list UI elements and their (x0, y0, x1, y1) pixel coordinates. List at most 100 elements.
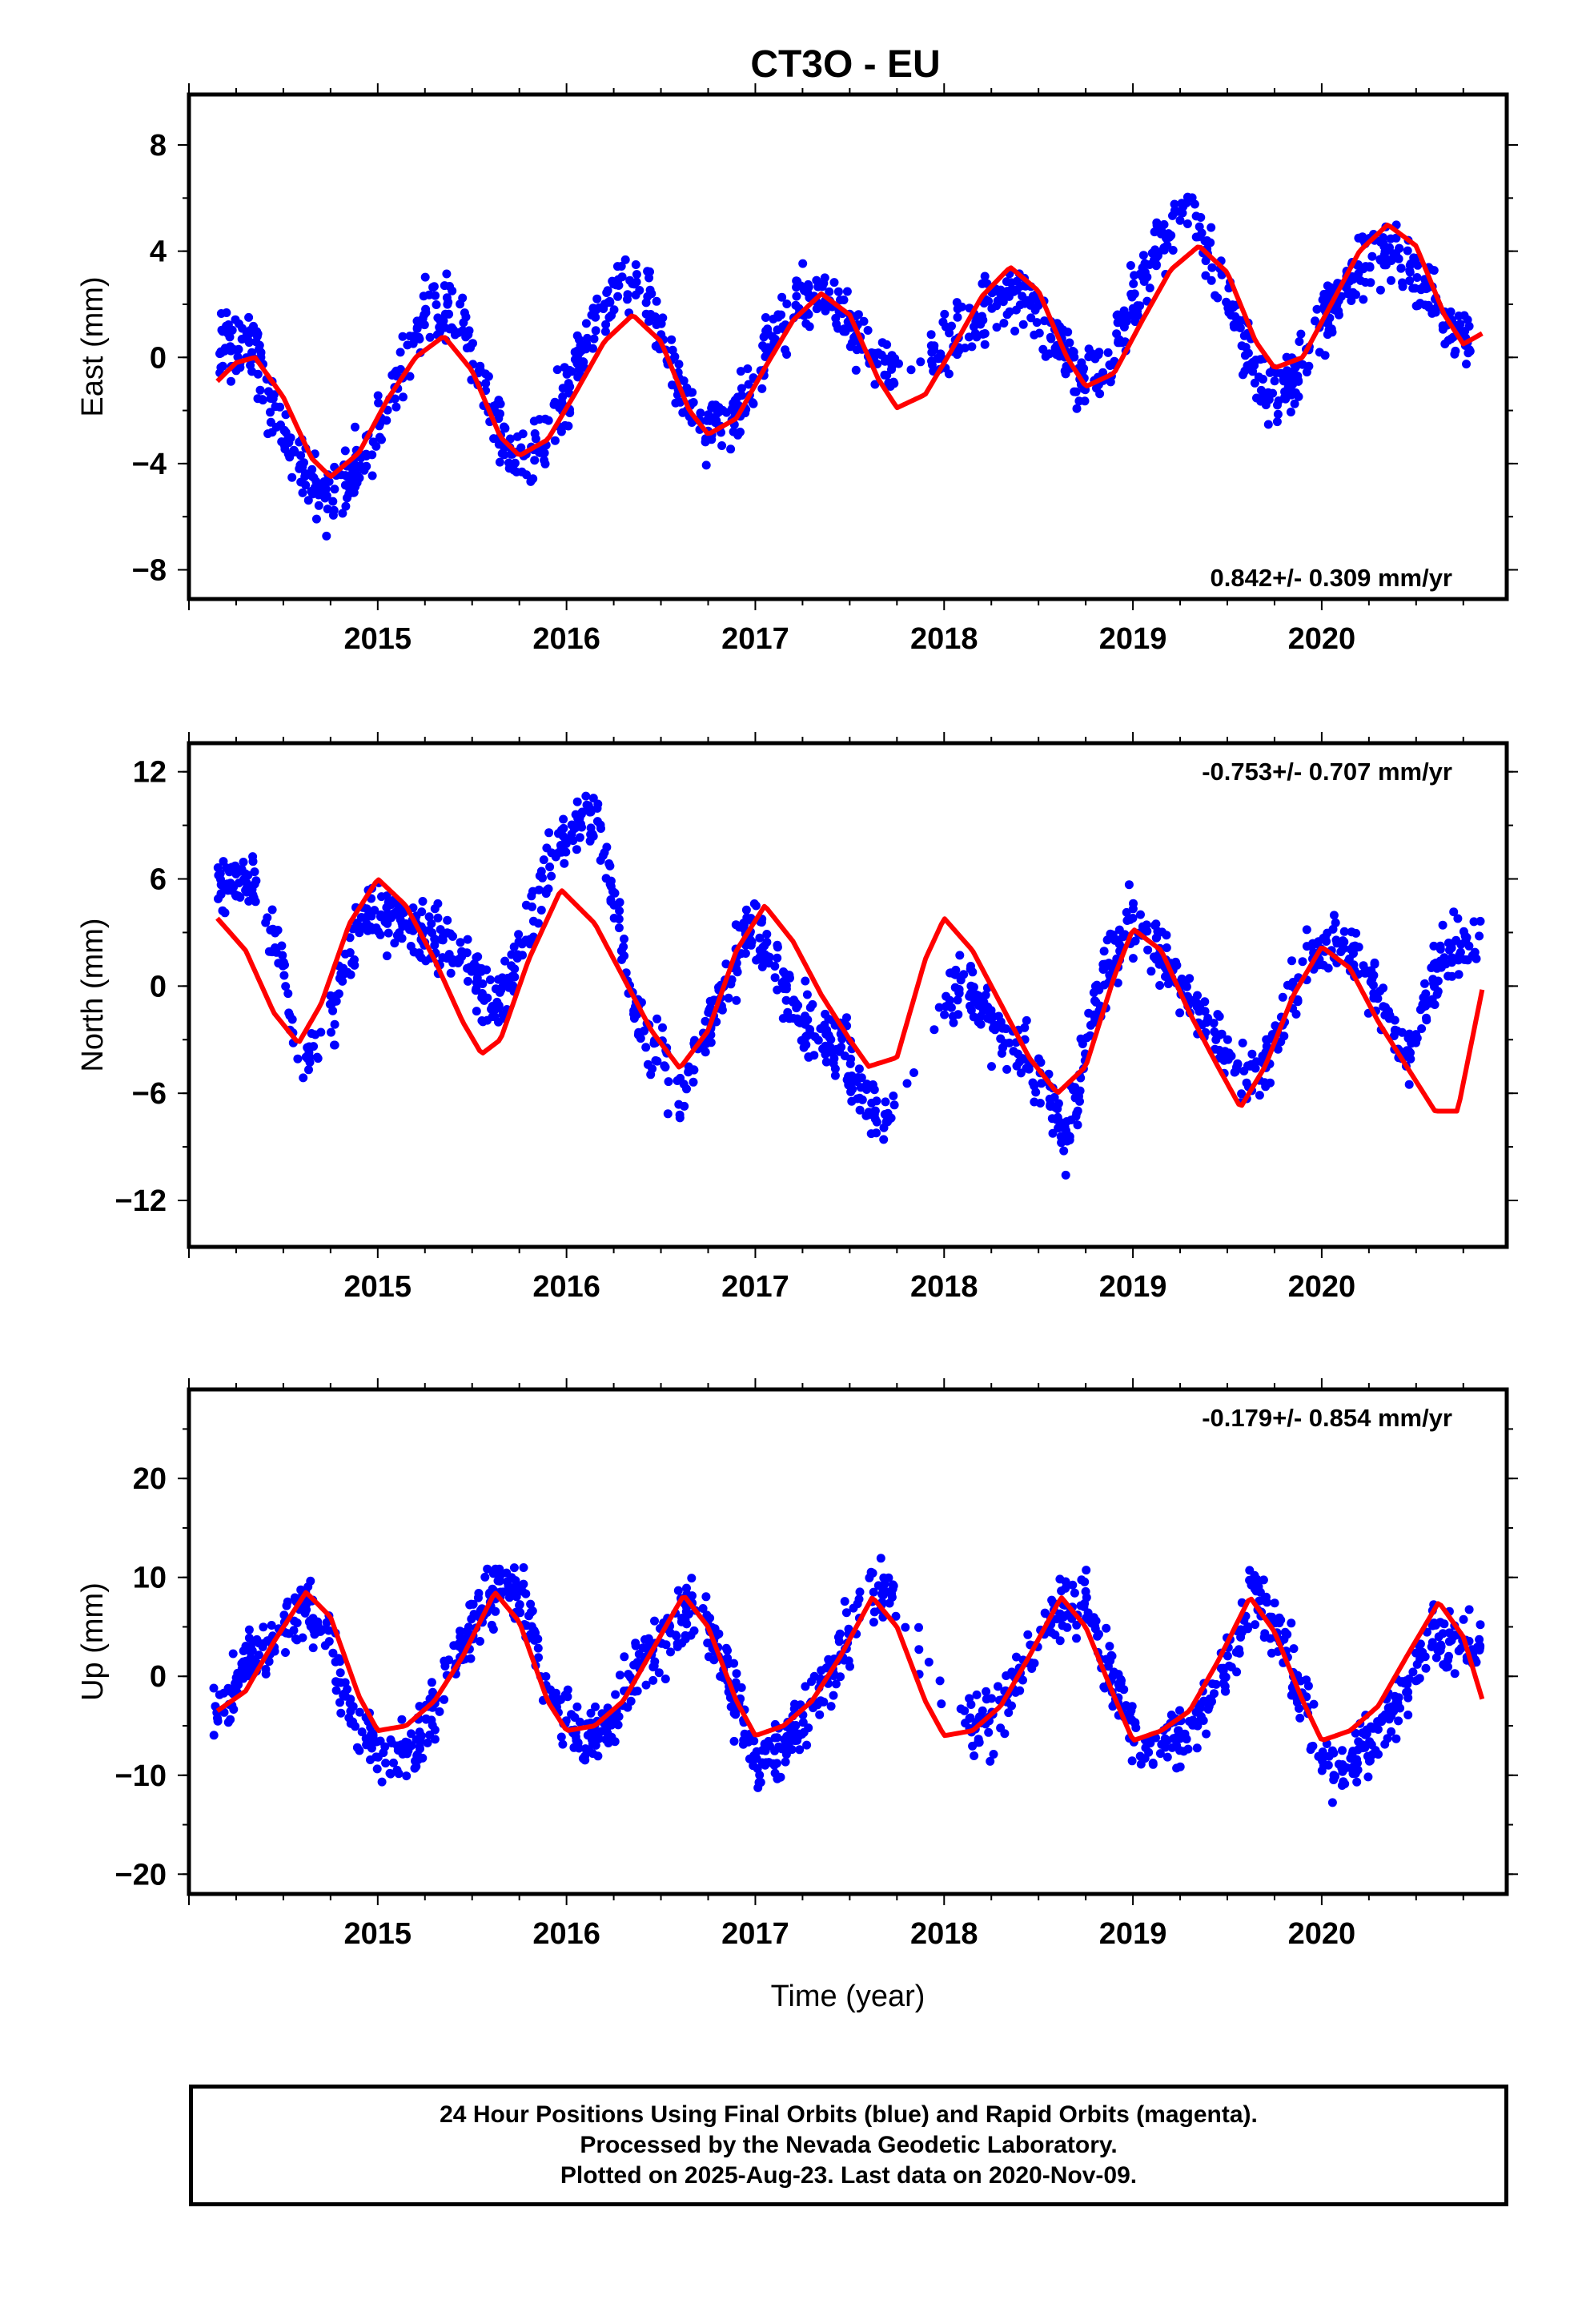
up-data-point (885, 1598, 894, 1608)
east-data-point (612, 280, 621, 290)
up-data-point (620, 1652, 629, 1662)
north-data-point (600, 848, 609, 858)
up-data-point (1055, 1614, 1065, 1623)
east-data-point (813, 282, 823, 292)
east-data-point (1094, 350, 1103, 360)
up-data-point (982, 1695, 991, 1704)
east-data-point (244, 337, 254, 347)
up-data-point (648, 1675, 658, 1685)
east-data-point (957, 302, 966, 312)
east-data-point (280, 444, 290, 454)
north-data-point (1379, 983, 1388, 993)
north-data-point (988, 1023, 998, 1033)
north-data-point (966, 1006, 976, 1015)
up-data-point (418, 1753, 428, 1763)
north-data-point (249, 893, 259, 903)
east-data-point (1366, 278, 1375, 287)
up-data-point (1107, 1672, 1117, 1682)
east-data-point (1046, 334, 1056, 344)
up-data-point (379, 1748, 388, 1758)
north-data-point (494, 1001, 504, 1011)
east-data-point (859, 316, 869, 326)
east-data-point (644, 310, 653, 320)
up-y-tick-label: 10 (133, 1562, 167, 1595)
east-x-tick-label: 2020 (1288, 622, 1356, 656)
east-data-point (1026, 313, 1036, 323)
up-data-point (821, 1663, 831, 1673)
up-data-point (466, 1654, 476, 1663)
up-data-point (348, 1702, 358, 1711)
north-data-point (1130, 936, 1140, 946)
north-data-point (1084, 1008, 1094, 1018)
east-data-point (560, 363, 569, 372)
east-data-point (1150, 245, 1160, 255)
north-data-point (367, 911, 376, 921)
up-data-point (1391, 1734, 1401, 1743)
up-y-axis-title: Up (mm) (76, 1582, 110, 1701)
up-data-point (673, 1586, 683, 1595)
east-data-point (491, 408, 500, 417)
north-data-point (840, 1051, 849, 1060)
up-data-point (1459, 1614, 1468, 1624)
north-data-point (689, 1065, 698, 1075)
east-data-point (564, 421, 573, 431)
north-data-point (299, 1073, 308, 1083)
up-data-point (723, 1646, 732, 1655)
east-data-point (244, 328, 254, 337)
north-data-point (552, 849, 562, 858)
east-data-point (782, 300, 792, 308)
up-data-point (1403, 1693, 1413, 1703)
up-data-point (1175, 1762, 1185, 1771)
up-model-fit-line (215, 1590, 1485, 1743)
up-data-point (573, 1738, 583, 1747)
north-data-point (582, 800, 592, 810)
north-data-point (1143, 945, 1153, 955)
up-data-point (381, 1759, 391, 1768)
up-data-point (336, 1708, 346, 1718)
east-data-point (1256, 396, 1266, 406)
north-data-point (1346, 944, 1355, 954)
east-data-point (227, 376, 235, 386)
north-data-point (1255, 1091, 1264, 1100)
north-data-point (959, 970, 969, 979)
east-data-point (1012, 285, 1022, 295)
north-x-tick-label: 2017 (721, 1270, 789, 1304)
east-data-point (972, 332, 982, 341)
up-data-point (855, 1587, 865, 1597)
north-data-point (1455, 951, 1464, 960)
up-data-point (1427, 1638, 1437, 1647)
east-data-point (792, 276, 801, 286)
north-data-point (1245, 1061, 1255, 1071)
east-data-point (249, 321, 258, 331)
up-data-point (519, 1563, 528, 1572)
east-data-point (980, 329, 990, 338)
north-data-point (1066, 1116, 1076, 1124)
east-data-point (763, 324, 773, 334)
east-data-point (244, 312, 254, 322)
up-data-point (1082, 1566, 1091, 1575)
up-data-point (752, 1747, 761, 1756)
east-data-point (641, 298, 651, 308)
north-data-point (586, 830, 596, 839)
east-data-point (833, 287, 843, 296)
east-data-point (927, 360, 937, 370)
east-data-point (1002, 277, 1011, 287)
up-data-point (259, 1638, 268, 1648)
north-data-point (1419, 993, 1428, 1003)
east-data-point (1412, 273, 1422, 282)
north-data-point (293, 1054, 303, 1063)
east-data-point (540, 459, 550, 468)
east-y-tick-label: 4 (150, 235, 167, 269)
north-data-point (586, 823, 596, 833)
up-data-point (974, 1735, 983, 1744)
east-data-point (500, 450, 509, 460)
north-data-point (1054, 1099, 1063, 1108)
east-data-point (1182, 192, 1192, 202)
north-data-point (1155, 981, 1165, 990)
up-data-point (701, 1592, 711, 1602)
east-data-point (279, 426, 289, 436)
east-data-point (399, 392, 408, 402)
east-data-point (1270, 376, 1279, 386)
up-data-point (935, 1676, 945, 1686)
north-data-point (758, 943, 768, 952)
